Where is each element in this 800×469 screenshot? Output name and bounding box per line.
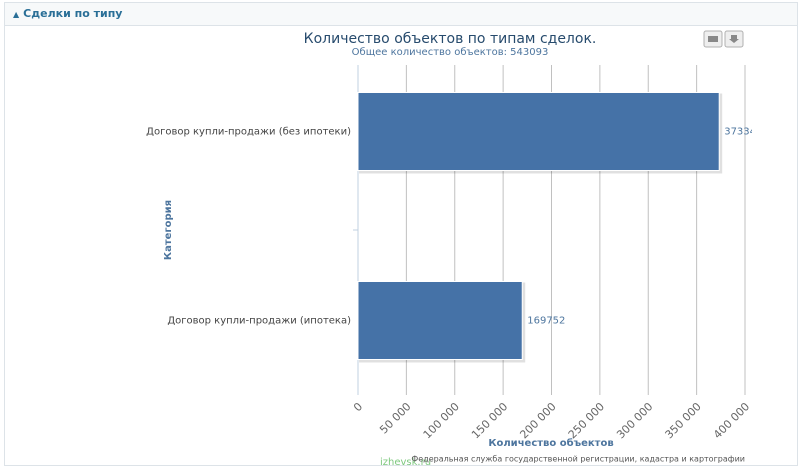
chart-title: Количество объектов по типам сделок. (304, 31, 597, 47)
watermark: izhevsk.ru (380, 457, 431, 468)
category-label: Договор купли-продажи (без ипотеки) (146, 127, 351, 138)
data-label: 169752 (527, 316, 565, 327)
bar (357, 92, 720, 171)
category-label: Договор купли-продажи (ипотека) (167, 316, 351, 327)
bar (357, 281, 523, 360)
x-tick-label: 100 000 (421, 400, 462, 441)
collapse-arrow[interactable]: ▲ (13, 10, 20, 19)
chart-subtitle: Общее количество объектов: 543093 (352, 47, 549, 58)
panel-header[interactable]: ▲ Сделки по типу (5, 3, 797, 26)
labels: 373341 169752 (527, 127, 762, 327)
x-tick-label: 250 000 (566, 400, 607, 441)
credits: Федеральная служба государственной регис… (411, 455, 745, 464)
x-tick-label: 300 000 (614, 400, 655, 441)
panel: ▲ Сделки по типу (4, 2, 798, 466)
x-tick-label: 0 (351, 400, 365, 414)
export-button[interactable] (724, 30, 744, 48)
x-tick-label: 150 000 (469, 400, 510, 441)
x-tick-label: 200 000 (517, 400, 558, 441)
data-label: 373341 (724, 127, 762, 138)
print-button[interactable] (703, 30, 723, 48)
axis-title: Категория (163, 200, 174, 260)
panel-title: Сделки по типу (23, 7, 123, 20)
x-tick-label: 400 000 (711, 400, 752, 441)
axis-title: Количество объектов (488, 437, 613, 449)
x-tick-label: 50 000 (377, 400, 413, 436)
x-tick-label: 350 000 (663, 400, 704, 441)
